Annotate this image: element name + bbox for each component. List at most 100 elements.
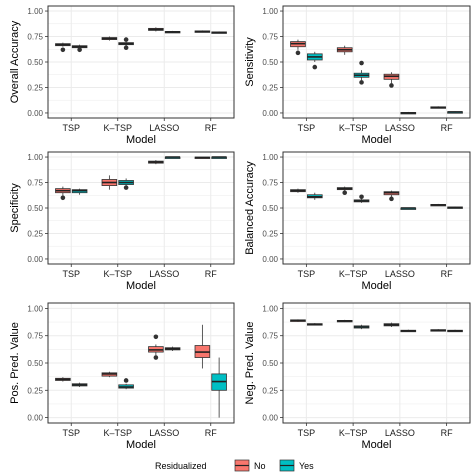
x-tick-label: LASSO (149, 123, 179, 133)
y-tick-label: 0.50 (262, 359, 278, 368)
panel-6: 0.00 0.25 0.50 0.75 1.00 TSP K–TSP LASSO RF Model… (244, 302, 471, 451)
y-tick-label: 0.25 (27, 83, 43, 92)
y-tick-label: 1.00 (27, 304, 43, 313)
x-tick-label: TSP (298, 269, 316, 279)
y-tick-label: 0.75 (27, 33, 43, 42)
y-tick-label: 1.00 (27, 7, 43, 16)
y-tick-label: 0.50 (27, 58, 43, 67)
y-tick-label: 0.00 (27, 109, 43, 118)
panel-5: 0.00 0.25 0.50 0.75 1.00 TSP K–TSP LASSO RF Model… (9, 302, 235, 451)
outlier-point (77, 47, 82, 53)
x-tick-label: TSP (62, 123, 80, 133)
y-tick-label: 1.00 (262, 7, 278, 16)
y-tick-label: 0.25 (27, 386, 43, 395)
panel-border (47, 5, 235, 119)
x-tick-label: RF (205, 269, 217, 279)
x-tick-label: K–TSP (103, 428, 132, 438)
y-tick-label: 0.00 (262, 109, 278, 118)
x-tick-label: RF (441, 269, 453, 279)
y-axis-title: Pos. Pred. Value (9, 322, 21, 404)
panel-border (47, 151, 235, 265)
x-tick-label: LASSO (385, 428, 415, 438)
outlier-point (312, 64, 318, 70)
panel-2: 0.00 0.25 0.50 0.75 1.00 TSP K–TSP LASSO RF Model… (244, 5, 471, 146)
y-tick-label: 0.50 (27, 359, 43, 368)
panel-3: 0.00 0.25 0.50 0.75 1.00 TSP K–TSP LASSO RF Model… (9, 151, 235, 292)
x-tick-label: LASSO (385, 269, 415, 279)
x-tick-label: TSP (298, 428, 316, 438)
x-axis-title: Model (126, 134, 156, 146)
x-tick-label: K–TSP (339, 269, 368, 279)
outlier-point (295, 50, 301, 56)
y-tick-label: 1.00 (27, 153, 43, 162)
x-tick-label: RF (441, 428, 453, 438)
outlier-point (123, 37, 129, 42)
panel-1: 0.00 0.25 0.50 0.75 1.00 TSP K–TSP LASSO RF Model… (9, 5, 235, 146)
panel-border (47, 302, 235, 424)
outlier-point (359, 60, 364, 66)
panel-border (282, 5, 471, 119)
x-tick-label: RF (441, 123, 453, 133)
outlier-point (60, 47, 66, 53)
y-tick-label: 1.00 (262, 153, 278, 162)
x-tick-label: TSP (62, 269, 80, 279)
y-tick-label: 0.75 (27, 332, 43, 341)
x-tick-label: LASSO (149, 269, 179, 279)
y-tick-label: 0.25 (262, 386, 278, 395)
y-tick-label: 0.75 (27, 179, 43, 188)
y-axis-title: Sensitivity (244, 37, 256, 87)
y-tick-label: 0.00 (27, 414, 43, 423)
x-tick-label: RF (205, 428, 217, 438)
y-tick-label: 1.00 (262, 304, 278, 313)
y-tick-label: 0.50 (262, 204, 278, 213)
x-tick-label: RF (205, 123, 217, 133)
y-axis-title: Overall Accuracy (9, 20, 21, 103)
x-axis-title: Model (126, 439, 156, 451)
outlier-point (359, 80, 364, 85)
outlier-point (123, 45, 129, 51)
x-tick-label: K–TSP (339, 428, 368, 438)
y-axis-title: Balanced Accuracy (244, 161, 256, 255)
panel-4: 0.00 0.25 0.50 0.75 1.00 TSP K–TSP LASSO RF Model… (244, 151, 471, 292)
outlier-point (342, 190, 348, 196)
x-axis-title: Model (362, 439, 392, 451)
y-tick-label: 0.00 (27, 255, 43, 264)
y-tick-label: 0.75 (262, 332, 278, 341)
y-tick-label: 0.50 (262, 58, 278, 67)
x-tick-label: LASSO (385, 123, 415, 133)
outlier-point (60, 195, 66, 201)
legend-label-no: No (254, 461, 266, 471)
y-tick-label: 0.25 (27, 229, 43, 238)
x-tick-label: K–TSP (103, 123, 132, 133)
y-axis-title: Specificity (9, 183, 21, 233)
y-tick-label: 0.75 (262, 179, 278, 188)
outlier-point (153, 334, 159, 340)
y-tick-label: 0.00 (262, 414, 278, 423)
x-tick-label: K–TSP (339, 123, 368, 133)
outlier-point (153, 355, 159, 360)
y-tick-label: 0.50 (27, 204, 43, 213)
y-tick-label: 0.25 (262, 83, 278, 92)
outlier-point (389, 196, 394, 202)
outlier-point (123, 185, 129, 190)
x-axis-title: Model (362, 134, 392, 146)
x-tick-label: K–TSP (103, 269, 132, 279)
outlier-point (389, 83, 394, 88)
x-tick-label: TSP (298, 123, 316, 133)
y-axis-title: Neg. Pred. Value (244, 322, 256, 405)
y-tick-label: 0.00 (262, 255, 278, 264)
y-tick-label: 0.25 (262, 229, 278, 238)
outlier-point (359, 194, 364, 200)
legend: Residualized No Yes (155, 459, 314, 472)
panel-border (282, 151, 471, 265)
x-tick-label: TSP (62, 428, 80, 438)
outlier-point (123, 378, 129, 383)
x-axis-title: Model (362, 280, 392, 292)
y-tick-label: 0.75 (262, 33, 278, 42)
x-tick-label: LASSO (149, 428, 179, 438)
panel-border (282, 302, 471, 424)
legend-title: Residualized (155, 461, 207, 471)
legend-label-yes: Yes (299, 461, 314, 471)
x-axis-title: Model (126, 280, 156, 292)
